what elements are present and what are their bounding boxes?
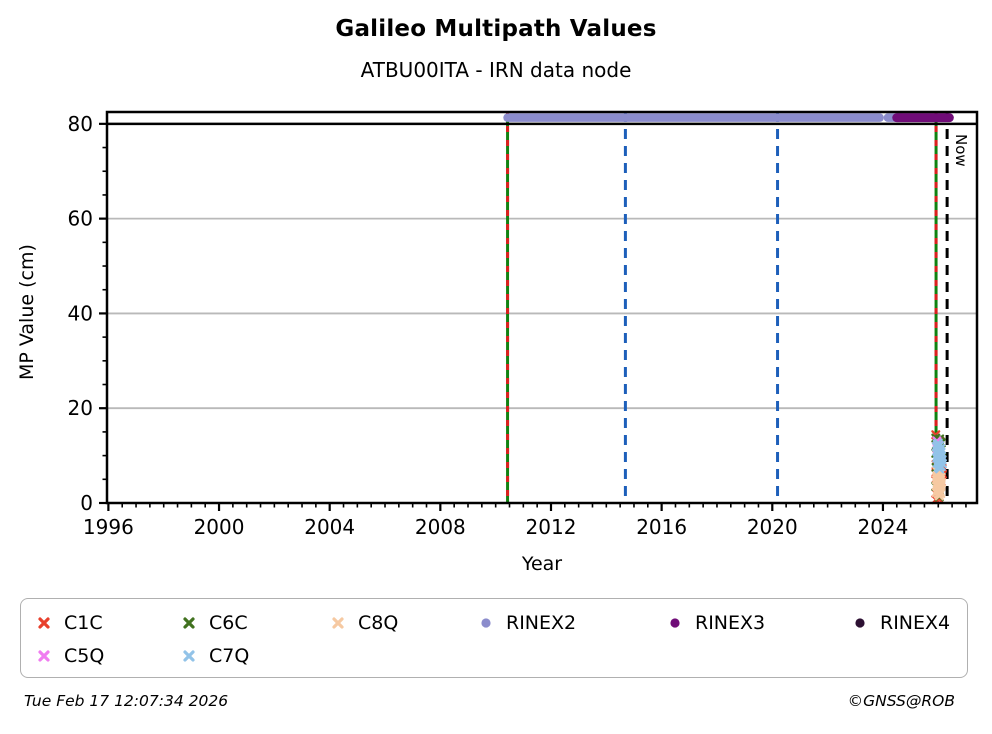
legend-item-rinex2: RINEX2 [479,606,668,639]
legend-label: C6C [209,611,248,634]
y-axis-label: MP Value (cm) [16,244,38,380]
legend-item-c1c: C1C [37,606,182,639]
credit: ©GNSS@ROB [847,692,955,710]
x-marker-icon [331,616,345,630]
x-tick-label: 2020 [747,515,798,539]
x-tick-label: 2024 [857,515,908,539]
legend-label: C7Q [209,644,250,667]
legend-item-c5q: C5Q [37,639,182,672]
scatter-point-c7q [936,443,946,454]
x-tick-label: 2004 [304,515,355,539]
x-marker-icon [37,649,51,663]
legend-label: RINEX3 [695,611,766,634]
scatter-point-c8q [931,488,941,498]
scatter-point-c7q [935,464,945,474]
x-marker-icon [37,616,51,630]
y-tick-label: 20 [68,396,93,420]
x-tick-label: 2012 [526,515,577,539]
chart-subtitle: ATBU00ITA - IRN data node [360,58,632,82]
legend-item-rinex4: RINEX4 [853,606,967,639]
x-marker-icon [182,649,196,663]
circle-marker-icon [479,616,493,630]
now-label: Now [952,134,970,167]
legend-label: C5Q [64,644,105,667]
circle-marker-icon [853,616,867,630]
y-tick-label: 0 [80,491,93,515]
y-tick-label: 80 [68,112,93,136]
legend-item-c7q: C7Q [182,639,331,672]
circle-marker-icon [668,616,682,630]
legend-label: RINEX4 [880,611,951,634]
x-tick-label: 2016 [636,515,687,539]
legend-item-c6c: C6C [182,606,331,639]
x-tick-label: 2000 [194,515,245,539]
x-axis-label: Year [521,553,563,575]
x-tick-label: 2008 [415,515,466,539]
legend-label: C1C [64,611,103,634]
y-tick-label: 60 [68,207,93,231]
legend-label: RINEX2 [506,611,577,634]
y-tick-label: 40 [68,301,93,325]
band-rinex3 [892,113,954,123]
scatter-point-c8q [935,479,945,489]
x-marker-icon [182,616,196,630]
band-rinex2 [503,113,884,122]
legend-label: C8Q [358,611,399,634]
legend: C1C C6C C8Q RINEX2 RINEX3 RINEX4 C5Q C7Q [20,598,968,678]
scatter-point-c7q [933,452,943,462]
legend-item-rinex3: RINEX3 [668,606,853,639]
plot-frame [105,110,979,505]
timestamp: Tue Feb 17 12:07:34 2026 [24,692,229,710]
x-tick-label: 1996 [83,515,134,539]
chart-title: Galileo Multipath Values [335,16,657,42]
legend-item-c8q: C8Q [331,606,479,639]
scatter-point-c7q [937,459,947,469]
